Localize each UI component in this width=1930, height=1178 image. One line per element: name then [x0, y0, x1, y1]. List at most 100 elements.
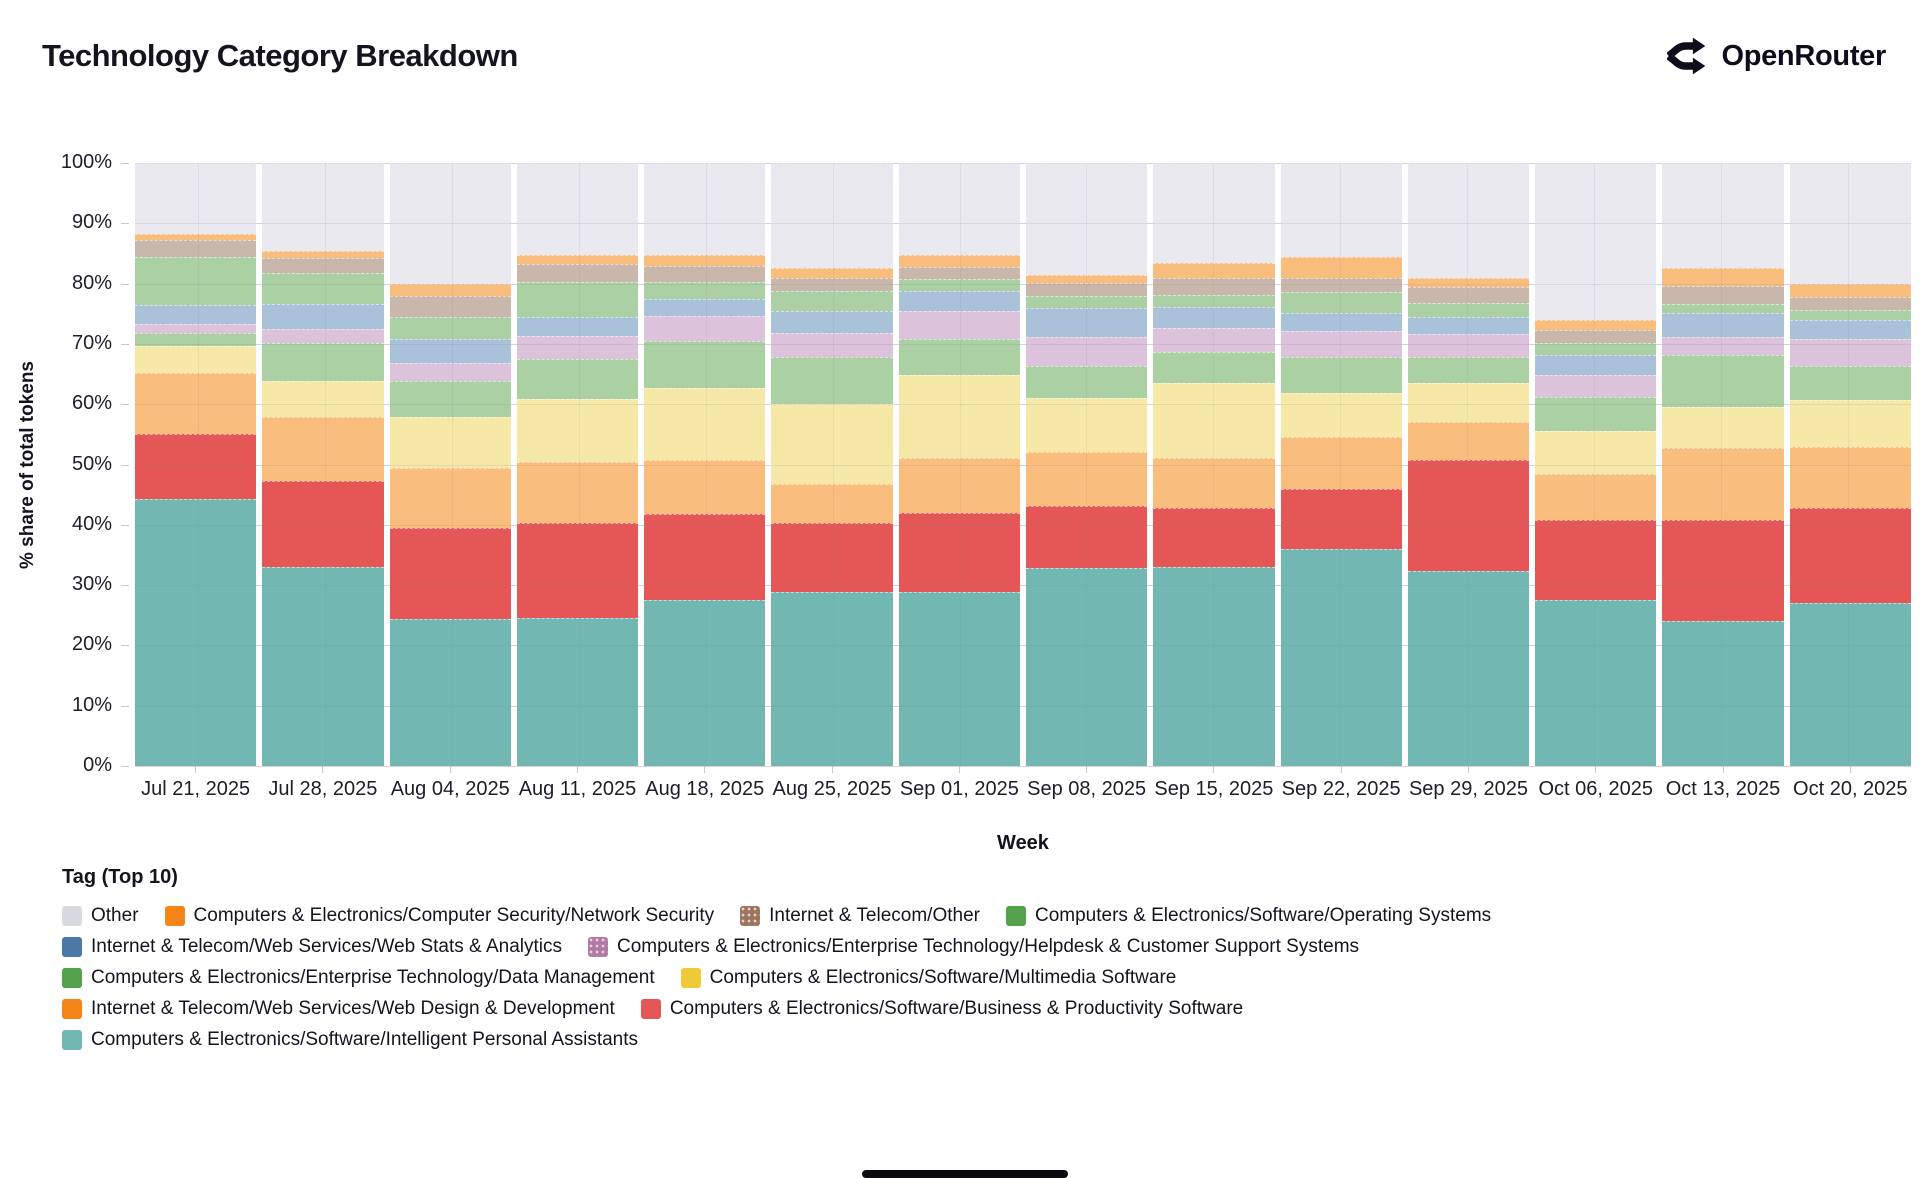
bar-segment[interactable]: [516, 359, 639, 400]
bar-segment[interactable]: [1153, 295, 1275, 308]
bar[interactable]: [1280, 163, 1402, 766]
bar-segment[interactable]: [771, 404, 893, 485]
bar-segment[interactable]: [1407, 570, 1530, 766]
bar-segment[interactable]: [1535, 599, 1657, 766]
bar-segment[interactable]: [898, 457, 1020, 514]
bar-segment[interactable]: [1407, 421, 1530, 461]
bar-segment[interactable]: [644, 254, 766, 266]
bar-segment[interactable]: [1789, 163, 1911, 284]
bar-segment[interactable]: [771, 484, 893, 523]
bar-segment[interactable]: [1025, 397, 1148, 453]
bar-segment[interactable]: [1280, 291, 1402, 313]
bar-segment[interactable]: [1407, 302, 1530, 318]
bar-segment[interactable]: [135, 433, 257, 499]
bar-segment[interactable]: [1280, 357, 1402, 393]
bar-segment[interactable]: [262, 381, 384, 418]
legend-item[interactable]: Computers & Electronics/Software/Intelli…: [62, 1029, 638, 1051]
bar-segment[interactable]: [389, 381, 511, 418]
bar-segment[interactable]: [1407, 277, 1530, 287]
bar-segment[interactable]: [1153, 507, 1275, 568]
bar-segment[interactable]: [1025, 274, 1148, 284]
bar[interactable]: [1535, 163, 1657, 766]
bar-segment[interactable]: [516, 264, 639, 283]
bar-segment[interactable]: [1662, 407, 1784, 449]
bar-segment[interactable]: [898, 310, 1020, 340]
bar-segment[interactable]: [898, 254, 1020, 267]
bar-segment[interactable]: [1280, 331, 1402, 358]
bar[interactable]: [262, 163, 384, 766]
bar-segment[interactable]: [135, 240, 257, 258]
bar-segment[interactable]: [1535, 330, 1657, 343]
legend-item[interactable]: Computers & Electronics/Computer Securit…: [164, 905, 714, 927]
bar-segment[interactable]: [1535, 397, 1657, 432]
bar-segment[interactable]: [1280, 548, 1402, 766]
bar-segment[interactable]: [1153, 351, 1275, 384]
bar-segment[interactable]: [1789, 296, 1911, 311]
legend-item[interactable]: Other: [62, 905, 139, 927]
bar-segment[interactable]: [135, 498, 257, 766]
bar-segment[interactable]: [644, 298, 766, 317]
bar-segment[interactable]: [771, 357, 893, 405]
bar-segment[interactable]: [1153, 307, 1275, 329]
bar-segment[interactable]: [898, 375, 1020, 458]
bar-segment[interactable]: [644, 387, 766, 460]
bar-segment[interactable]: [389, 163, 511, 284]
bar-segment[interactable]: [1662, 286, 1784, 305]
bar-segment[interactable]: [135, 346, 257, 374]
bar[interactable]: [1407, 163, 1530, 766]
bar-segment[interactable]: [262, 417, 384, 481]
bar-segment[interactable]: [898, 279, 1020, 291]
bar-segment[interactable]: [262, 272, 384, 304]
bar[interactable]: [1025, 163, 1148, 766]
bar-segment[interactable]: [1153, 457, 1275, 508]
bar-segment[interactable]: [1789, 310, 1911, 320]
bar-segment[interactable]: [1025, 163, 1148, 275]
bar-segment[interactable]: [644, 282, 766, 299]
bar-segment[interactable]: [262, 567, 384, 766]
bar-segment[interactable]: [898, 266, 1020, 280]
bar-segment[interactable]: [1280, 392, 1402, 437]
bar-segment[interactable]: [389, 362, 511, 382]
bar-segment[interactable]: [516, 316, 639, 337]
legend-item[interactable]: Internet & Telecom/Other: [740, 905, 980, 927]
bar-segment[interactable]: [644, 513, 766, 600]
bar-segment[interactable]: [1535, 320, 1657, 331]
bar-segment[interactable]: [1662, 520, 1784, 621]
bar-segment[interactable]: [262, 251, 384, 258]
bar-segment[interactable]: [262, 328, 384, 343]
bar-segment[interactable]: [1535, 342, 1657, 356]
bar-segment[interactable]: [516, 336, 639, 360]
legend-item[interactable]: Computers & Electronics/Enterprise Techn…: [62, 967, 655, 989]
bar-segment[interactable]: [389, 467, 511, 528]
bar-segment[interactable]: [389, 618, 511, 766]
bar-segment[interactable]: [1407, 334, 1530, 358]
bar-segment[interactable]: [898, 591, 1020, 766]
legend-item[interactable]: Computers & Electronics/Enterprise Techn…: [588, 936, 1359, 958]
bar-segment[interactable]: [262, 257, 384, 273]
bar[interactable]: [898, 163, 1020, 766]
bar-segment[interactable]: [771, 278, 893, 291]
bar-segment[interactable]: [262, 342, 384, 382]
bar-segment[interactable]: [389, 296, 511, 317]
bar-segment[interactable]: [1535, 355, 1657, 376]
bar-segment[interactable]: [1789, 507, 1911, 604]
bar-segment[interactable]: [262, 303, 384, 329]
bar-segment[interactable]: [1025, 365, 1148, 398]
bar-segment[interactable]: [771, 268, 893, 279]
bar-segment[interactable]: [1025, 296, 1148, 308]
bar-segment[interactable]: [771, 163, 893, 268]
bar-segment[interactable]: [1153, 163, 1275, 263]
bar-segment[interactable]: [389, 316, 511, 339]
bar-segment[interactable]: [1662, 448, 1784, 520]
bar-segment[interactable]: [1153, 277, 1275, 296]
bar-segment[interactable]: [1280, 312, 1402, 332]
bar-segment[interactable]: [898, 290, 1020, 311]
bar-segment[interactable]: [1789, 400, 1911, 448]
bar-segment[interactable]: [1407, 357, 1530, 384]
bar-segment[interactable]: [516, 163, 639, 255]
bar-segment[interactable]: [1789, 319, 1911, 340]
bar-segment[interactable]: [516, 618, 639, 766]
bar-segment[interactable]: [1407, 460, 1530, 571]
bar-segment[interactable]: [1662, 304, 1784, 314]
bar-segment[interactable]: [1535, 473, 1657, 520]
